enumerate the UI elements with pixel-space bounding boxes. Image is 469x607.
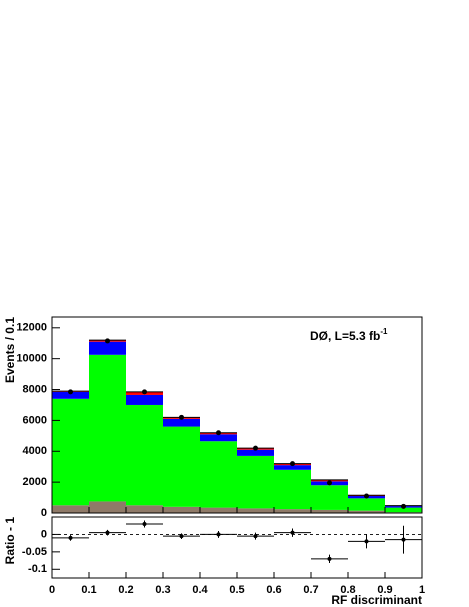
histogram-segment (126, 505, 163, 513)
histogram-segment (126, 394, 163, 405)
data-point (179, 414, 184, 420)
histogram-segment (200, 441, 237, 508)
y-tick-label: 4000 (23, 445, 47, 457)
plot-frame (51, 516, 423, 579)
histogram-segment (385, 507, 422, 513)
histogram-segment (52, 398, 89, 506)
y-tick-label: 0 (41, 528, 47, 540)
y-tick-label: 2000 (23, 476, 47, 488)
ratio-point (68, 535, 73, 540)
x-tick-label: 0.9 (377, 584, 392, 596)
data-point (68, 389, 73, 395)
y-tick-label: 0 (41, 507, 47, 519)
ratio-point (401, 537, 406, 542)
histogram-segment (200, 507, 237, 513)
ratio-point (253, 534, 258, 539)
y-axis-label: Events / 0.1 (3, 317, 17, 383)
ratio-point (142, 521, 147, 526)
plot-frame (51, 316, 423, 514)
histogram-segment (237, 455, 274, 509)
ratio-point (105, 530, 110, 535)
histogram-segment (237, 508, 274, 513)
ratio-point (216, 532, 221, 537)
data-point (327, 480, 332, 486)
histogram-segment (237, 449, 274, 456)
histogram-segment (311, 485, 348, 510)
x-tick-label: 0.6 (266, 584, 281, 596)
x-tick-label: 0 (49, 584, 55, 596)
x-tick-label: 0.2 (118, 584, 133, 596)
histogram-segment (163, 418, 200, 427)
data-point (142, 389, 147, 395)
histogram-segment (348, 498, 385, 511)
x-tick-label: 0.3 (155, 584, 170, 596)
data-point (364, 493, 369, 499)
x-tick-label: 1 (419, 584, 425, 596)
histogram-segment (348, 510, 385, 513)
y-axis-label: Ratio - 1 (3, 517, 17, 565)
annotation-text: DØ, L=5.3 fb (310, 329, 380, 343)
annotation: DØ, L=5.3 fb-1 (310, 327, 388, 343)
y-tick-label: 8000 (23, 383, 47, 395)
x-tick-label: 0.4 (192, 584, 208, 596)
annotation-superscript: -1 (380, 327, 388, 336)
histogram-segment (52, 391, 89, 399)
y-tick-label: 12000 (16, 322, 47, 334)
data-point (290, 461, 295, 467)
ratio-point (327, 556, 332, 561)
x-tick-label: 0.1 (81, 584, 96, 596)
histogram-segment (163, 426, 200, 507)
x-tick-label: 0.5 (229, 584, 244, 596)
histogram-segment (163, 506, 200, 513)
data-point (401, 503, 406, 509)
x-tick-label: 0.8 (340, 584, 355, 596)
histogram-segment (126, 404, 163, 506)
data-point (105, 338, 110, 344)
x-axis-label: RF discriminant (331, 593, 422, 607)
y-tick-label: -0.1 (28, 563, 47, 575)
histogram-segment (274, 465, 311, 470)
histogram-segment (274, 469, 311, 510)
histogram-segment (274, 509, 311, 513)
ratio-point (290, 530, 295, 535)
y-tick-label: -0.05 (22, 546, 47, 558)
histogram-segment (89, 501, 126, 513)
histogram-segment (311, 509, 348, 513)
histogram-segment (200, 434, 237, 442)
histogram-segment (89, 341, 126, 355)
data-point (216, 430, 221, 436)
x-tick-label: 0.7 (303, 584, 318, 596)
ratio-point (364, 539, 369, 544)
histogram-segment (89, 354, 126, 502)
histogram-segment (52, 505, 89, 513)
ratio-point (179, 534, 184, 539)
y-tick-label: 10000 (16, 353, 47, 365)
y-tick-label: 6000 (23, 414, 47, 426)
data-point (253, 445, 258, 451)
